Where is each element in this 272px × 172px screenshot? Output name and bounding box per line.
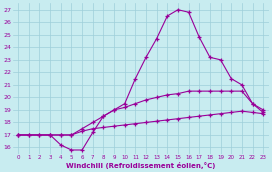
X-axis label: Windchill (Refroidissement éolien,°C): Windchill (Refroidissement éolien,°C)	[66, 162, 215, 169]
